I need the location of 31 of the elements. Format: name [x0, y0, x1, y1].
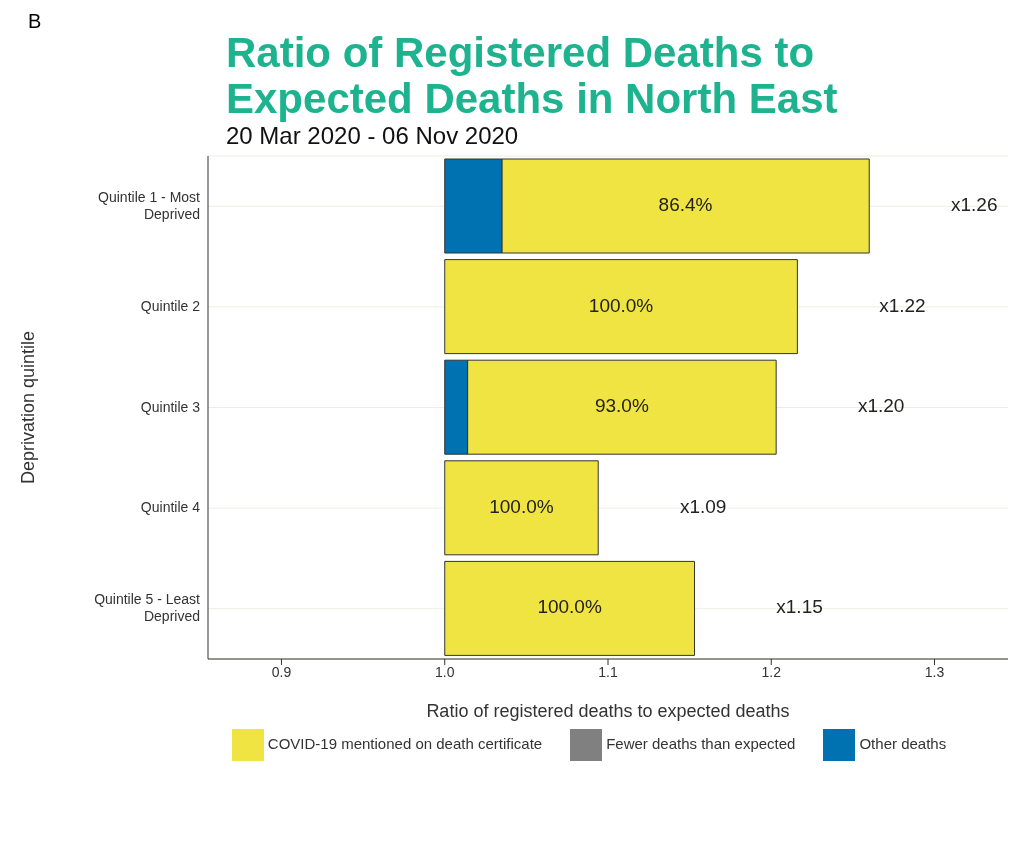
annotation: 100.0% [489, 495, 554, 517]
annotation: 100.0% [588, 294, 654, 316]
annotation: 86.4% [658, 194, 713, 216]
bar [444, 460, 599, 556]
annotation: x1.09 [679, 495, 727, 517]
text: B [28, 10, 42, 33]
x-tick-label: 0.9 [271, 663, 292, 680]
bar [444, 259, 798, 355]
annotation: x1.22 [879, 294, 926, 316]
y-tick-label: Quintile 3 [140, 398, 201, 415]
annotation: x1.15 [776, 596, 823, 618]
bar [444, 560, 696, 656]
annotation: x1.26 [950, 194, 998, 216]
annotation: 93.0% [594, 395, 649, 417]
x-tick-label: 1.1 [598, 663, 618, 680]
chart-title: Ratio of Registered Deaths to Expected Deaths in North East [226, 28, 839, 122]
y-tick-label: Quintile 4 [140, 498, 201, 515]
y-axis-title: Deprivation quintile [18, 330, 39, 485]
annotation: x1.20 [857, 395, 905, 417]
annotation: 100.0% [537, 596, 602, 618]
x-tick-label: 1.2 [761, 663, 782, 680]
y-tick-label: Quintile 5 - Least Deprived [94, 590, 201, 624]
legend-label: Other deaths [859, 734, 947, 752]
x-tick-label: 1.3 [924, 663, 945, 680]
legend-label: Fewer deaths than expected [606, 734, 796, 752]
y-tick-label: Quintile 2 [140, 297, 201, 314]
chart-subtitle: 20 Mar 2020 - 06 Nov 2020 [226, 122, 520, 150]
legend-label: COVID-19 mentioned on death certificate [267, 734, 543, 752]
x-tick-label: 1.0 [435, 663, 455, 680]
y-tick-label: Quintile 1 - Most Deprived [98, 188, 201, 222]
x-axis-title: Ratio of registered deaths to expected deaths [426, 701, 790, 721]
